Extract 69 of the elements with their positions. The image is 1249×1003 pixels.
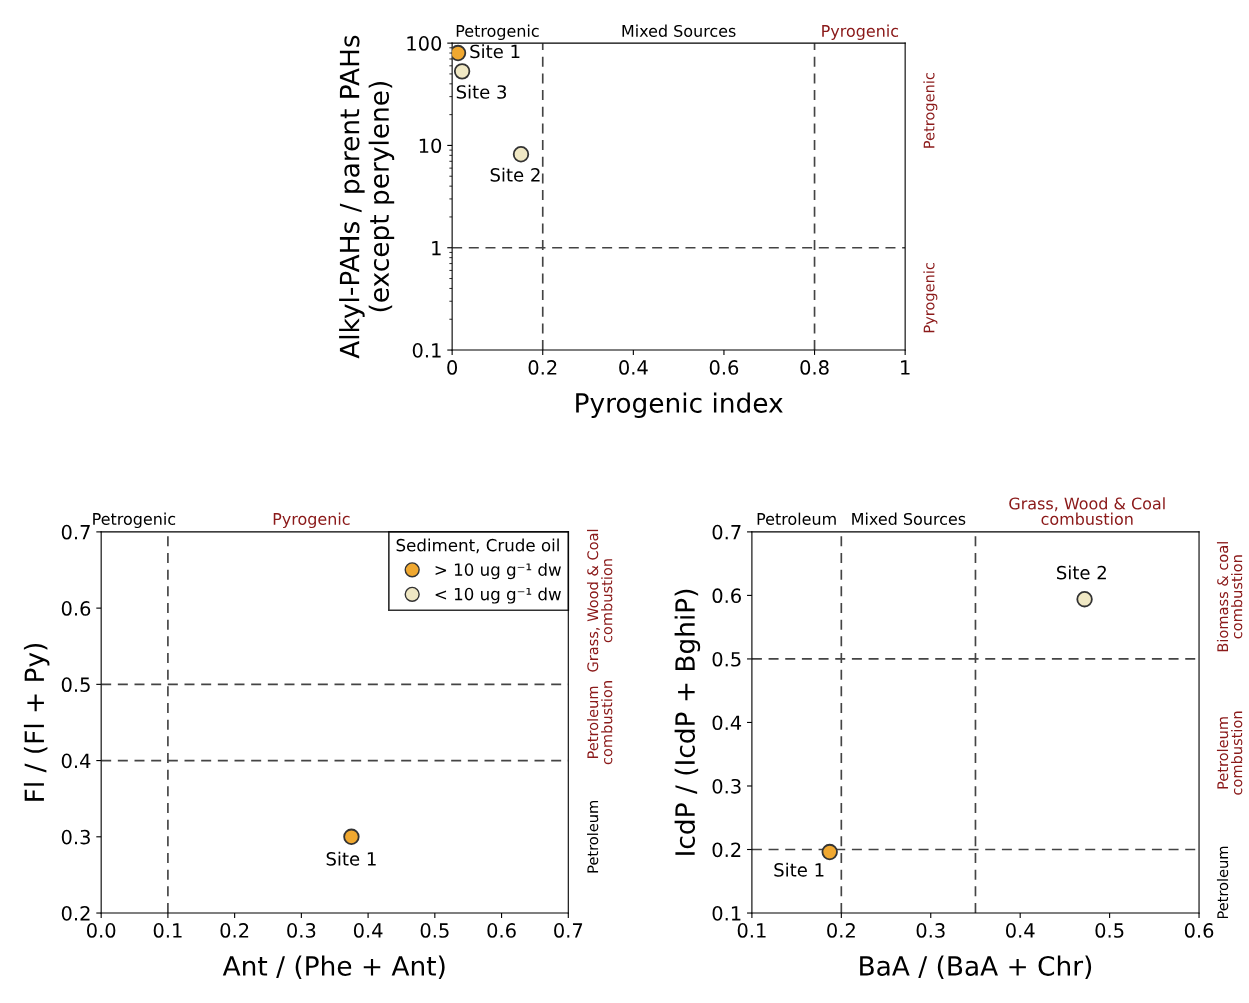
text: Petrogenic xyxy=(456,24,539,41)
x-tick-label: 0.4 xyxy=(1006,923,1035,938)
y-tick-label: 0.6 xyxy=(61,601,91,616)
y-tick-label: 0.5 xyxy=(61,677,90,693)
point xyxy=(453,63,471,80)
x-tick-label: 0.4 xyxy=(353,923,383,938)
y-axis-title: Fl / (Fl + Py) xyxy=(23,643,50,801)
x-tick-label: 0 xyxy=(447,360,458,375)
x-axis-title: Pyrogenic index xyxy=(576,392,783,419)
annotation: Site 2 xyxy=(1057,565,1106,580)
text: Petroleum combustion xyxy=(1216,711,1243,795)
x-tick-label: 0.2 xyxy=(827,923,855,938)
y-axis-title: Alkyl-PAHs / parent PAHs (except perylene) xyxy=(339,35,395,359)
y-tick-label: 10 xyxy=(419,138,442,154)
x-axis-title: Ant / (Phe + Ant) xyxy=(222,955,445,979)
text: Petroleum xyxy=(586,801,599,873)
text: Pyrogenic xyxy=(273,512,350,529)
x-tick-label: 0.7 xyxy=(554,923,583,938)
x-tick-label: 0.0 xyxy=(86,923,116,938)
y-tick-label: 0.3 xyxy=(61,829,90,845)
x-tick-label: 0.3 xyxy=(287,923,316,938)
x-tick-label: 0.1 xyxy=(737,923,766,938)
x-tick-label: 0.4 xyxy=(619,360,648,375)
y-tick-label: 0.3 xyxy=(712,778,741,794)
y-tick-label: 0.4 xyxy=(61,753,91,769)
y-tick-label: 0.2 xyxy=(61,905,90,921)
y-tick-label: 0.1 xyxy=(712,905,741,921)
text: Biomass & coal combustion xyxy=(1216,542,1243,652)
annotation: Site 1 xyxy=(326,851,376,866)
y-tick-label: 0.7 xyxy=(61,524,90,540)
legend-label: < 10 ug g⁻¹ dw xyxy=(435,587,561,604)
annotation: Site 3 xyxy=(456,84,507,99)
annotation: Site 1 xyxy=(774,862,824,877)
text: Petrogenic xyxy=(923,73,938,148)
x-tick-label: 0.1 xyxy=(153,923,182,938)
x-tick-label: 0.3 xyxy=(916,923,945,938)
text: Petrogenic xyxy=(93,512,176,529)
y-tick-label: 0.7 xyxy=(712,524,741,540)
y-tick-label: 0.1 xyxy=(412,343,441,358)
y-tick-label: 0.5 xyxy=(712,651,741,667)
legend-title: Sediment, Crude oil xyxy=(396,538,559,554)
point xyxy=(512,146,530,163)
x-tick-label: 0.5 xyxy=(1095,923,1124,938)
y-tick-label: 100 xyxy=(407,36,442,51)
x-tick-label: 1 xyxy=(901,360,910,375)
y-tick-label: 0.2 xyxy=(712,842,741,858)
text: Pyrogenic xyxy=(822,24,899,41)
text: Grass, Wood & Coal combustion xyxy=(1009,497,1165,525)
x-axis-title: BaA / (BaA + Chr) xyxy=(860,955,1092,979)
text: Mixed Sources xyxy=(852,512,966,525)
y-tick-label: 0.4 xyxy=(712,715,742,731)
x-tick-label: 0.2 xyxy=(220,923,249,938)
annotation: Site 2 xyxy=(490,167,540,182)
text: Petroleum xyxy=(757,512,836,525)
text: Petroleum combustion xyxy=(586,681,613,765)
text: Pyrogenic xyxy=(923,263,938,333)
legend-label: > 10 ug g⁻¹ dw xyxy=(435,563,561,580)
annotation: Site 1 xyxy=(470,44,520,59)
y-tick-label: 0.6 xyxy=(712,588,741,604)
point xyxy=(452,44,467,62)
x-tick-label: 0.6 xyxy=(487,923,516,938)
y-axis-title: IcdP / (IcdP + BghiP) xyxy=(674,589,701,855)
text: Grass, Wood & Coal combustion xyxy=(586,529,613,672)
text: Petroleum xyxy=(1216,846,1229,919)
text: Mixed Sources xyxy=(622,24,736,37)
x-tick-label: 0.2 xyxy=(528,360,557,375)
y-tick-label: 1 xyxy=(432,240,441,256)
x-tick-label: 0.8 xyxy=(800,360,829,375)
x-tick-label: 0.6 xyxy=(1184,923,1214,938)
